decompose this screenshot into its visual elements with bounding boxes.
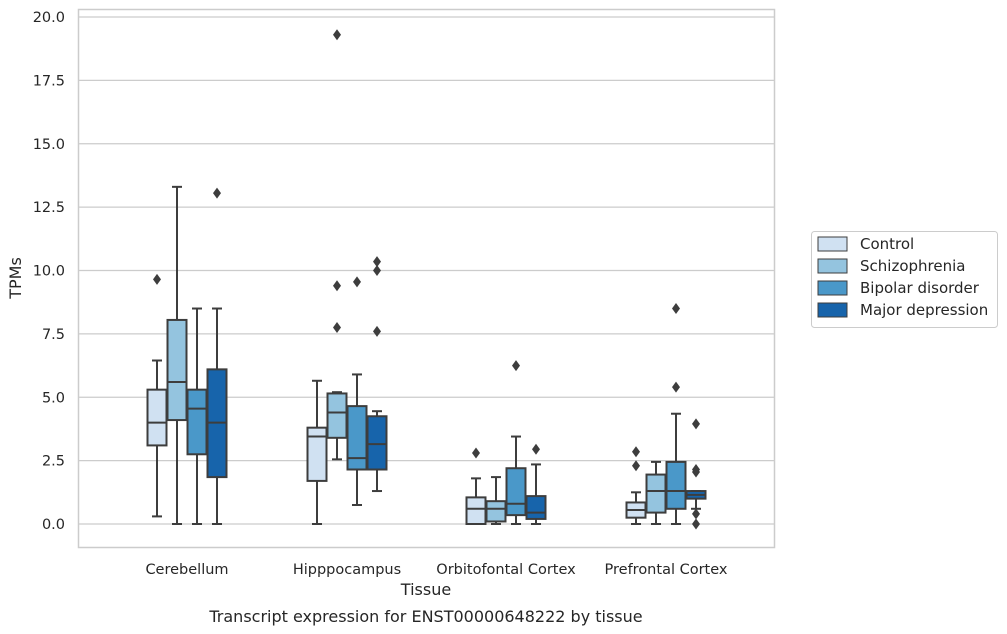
- outlier-point: [532, 443, 540, 455]
- box-iqr: [485, 500, 507, 523]
- outlier-point: [373, 265, 381, 276]
- x-tick-label: Hipppocampus: [293, 562, 401, 578]
- box-0-2: [186, 307, 208, 525]
- y-tick-label: 2.5: [42, 454, 65, 470]
- y-tick-label: 15.0: [33, 137, 65, 153]
- box-iqr: [525, 495, 547, 520]
- legend-label: Control: [860, 235, 914, 253]
- box-iqr: [326, 392, 348, 439]
- y-tick-label: 0.0: [42, 517, 65, 533]
- box-iqr: [366, 415, 388, 471]
- y-tick-label: 17.5: [33, 73, 65, 89]
- legend-swatch: [817, 236, 848, 252]
- outlier-point: [373, 256, 381, 268]
- outlier-point: [672, 381, 680, 393]
- box-3-3: [685, 418, 707, 530]
- x-tick-label: Prefrontal Cortex: [605, 562, 728, 578]
- box-3-2: [665, 303, 687, 525]
- box-2-2: [505, 360, 527, 525]
- x-tick-label: Cerebellum: [145, 562, 228, 578]
- box-iqr: [465, 496, 487, 526]
- box-iqr: [166, 318, 188, 422]
- outlier-point: [472, 447, 480, 459]
- box-iqr: [146, 388, 168, 447]
- outlier-point: [692, 463, 700, 475]
- legend-swatch: [817, 302, 848, 318]
- outlier-point: [373, 325, 381, 337]
- outlier-point: [153, 273, 161, 285]
- box-iqr: [665, 460, 687, 510]
- legend-swatch: [817, 258, 848, 274]
- grid-lines: [78, 16, 774, 525]
- x-axis-title: Tissue: [400, 580, 451, 599]
- legend-label: Schizophrenia: [860, 257, 965, 275]
- outlier-point: [692, 518, 700, 530]
- outlier-point: [333, 280, 341, 292]
- box-iqr: [346, 405, 368, 471]
- boxes: [146, 29, 707, 530]
- box-0-3: [206, 187, 228, 525]
- outlier-point: [213, 187, 221, 199]
- box-2-3: [525, 443, 547, 525]
- outlier-point: [353, 276, 361, 288]
- outlier-point: [692, 418, 700, 430]
- outlier-point: [632, 446, 640, 458]
- box-0-0: [146, 273, 168, 518]
- box-iqr: [645, 473, 667, 514]
- box-iqr: [505, 467, 527, 517]
- box-2-0: [465, 447, 487, 526]
- legend: Control Schizophrenia Bipolar disorder Majo…: [811, 231, 998, 328]
- box-iqr: [306, 426, 328, 482]
- box-3-1: [645, 460, 667, 525]
- box-3-0: [625, 446, 647, 525]
- outlier-point: [333, 322, 341, 334]
- box-1-0: [306, 379, 328, 525]
- y-tick-label: 20.0: [33, 10, 65, 26]
- y-tick-label: 10.0: [33, 264, 65, 280]
- y-tick-label: 7.5: [42, 327, 65, 343]
- x-tick-labels: Cerebellum Hipppocampus Orbitofontal Corte…: [145, 562, 727, 578]
- y-tick-label: 5.0: [42, 390, 65, 406]
- chart-caption: Transcript expression for ENST0000064822…: [208, 607, 642, 626]
- plot-frame: [77, 8, 776, 549]
- legend-label: Major depression: [860, 301, 988, 319]
- legend-frame: [811, 231, 998, 328]
- legend-label: Bipolar disorder: [860, 279, 980, 297]
- y-tick-labels: 0.0 2.5 5.0 7.5 10.0 12.5 15.0 17.5 20.0: [33, 10, 65, 533]
- box-2-1: [485, 476, 507, 525]
- box-iqr: [186, 388, 208, 456]
- x-tick-label: Orbitofontal Cortex: [436, 562, 576, 578]
- box-0-1: [166, 185, 188, 525]
- outlier-point: [333, 29, 341, 41]
- y-axis-title: TPMs: [6, 257, 25, 300]
- box-1-3: [366, 256, 388, 493]
- outlier-point: [692, 508, 700, 520]
- box-1-2: [346, 276, 368, 506]
- outlier-point: [632, 460, 640, 472]
- box-1-1: [326, 29, 348, 461]
- legend-swatch: [817, 280, 848, 296]
- y-tick-label: 12.5: [33, 200, 65, 216]
- outlier-point: [672, 303, 680, 315]
- outlier-point: [512, 360, 520, 372]
